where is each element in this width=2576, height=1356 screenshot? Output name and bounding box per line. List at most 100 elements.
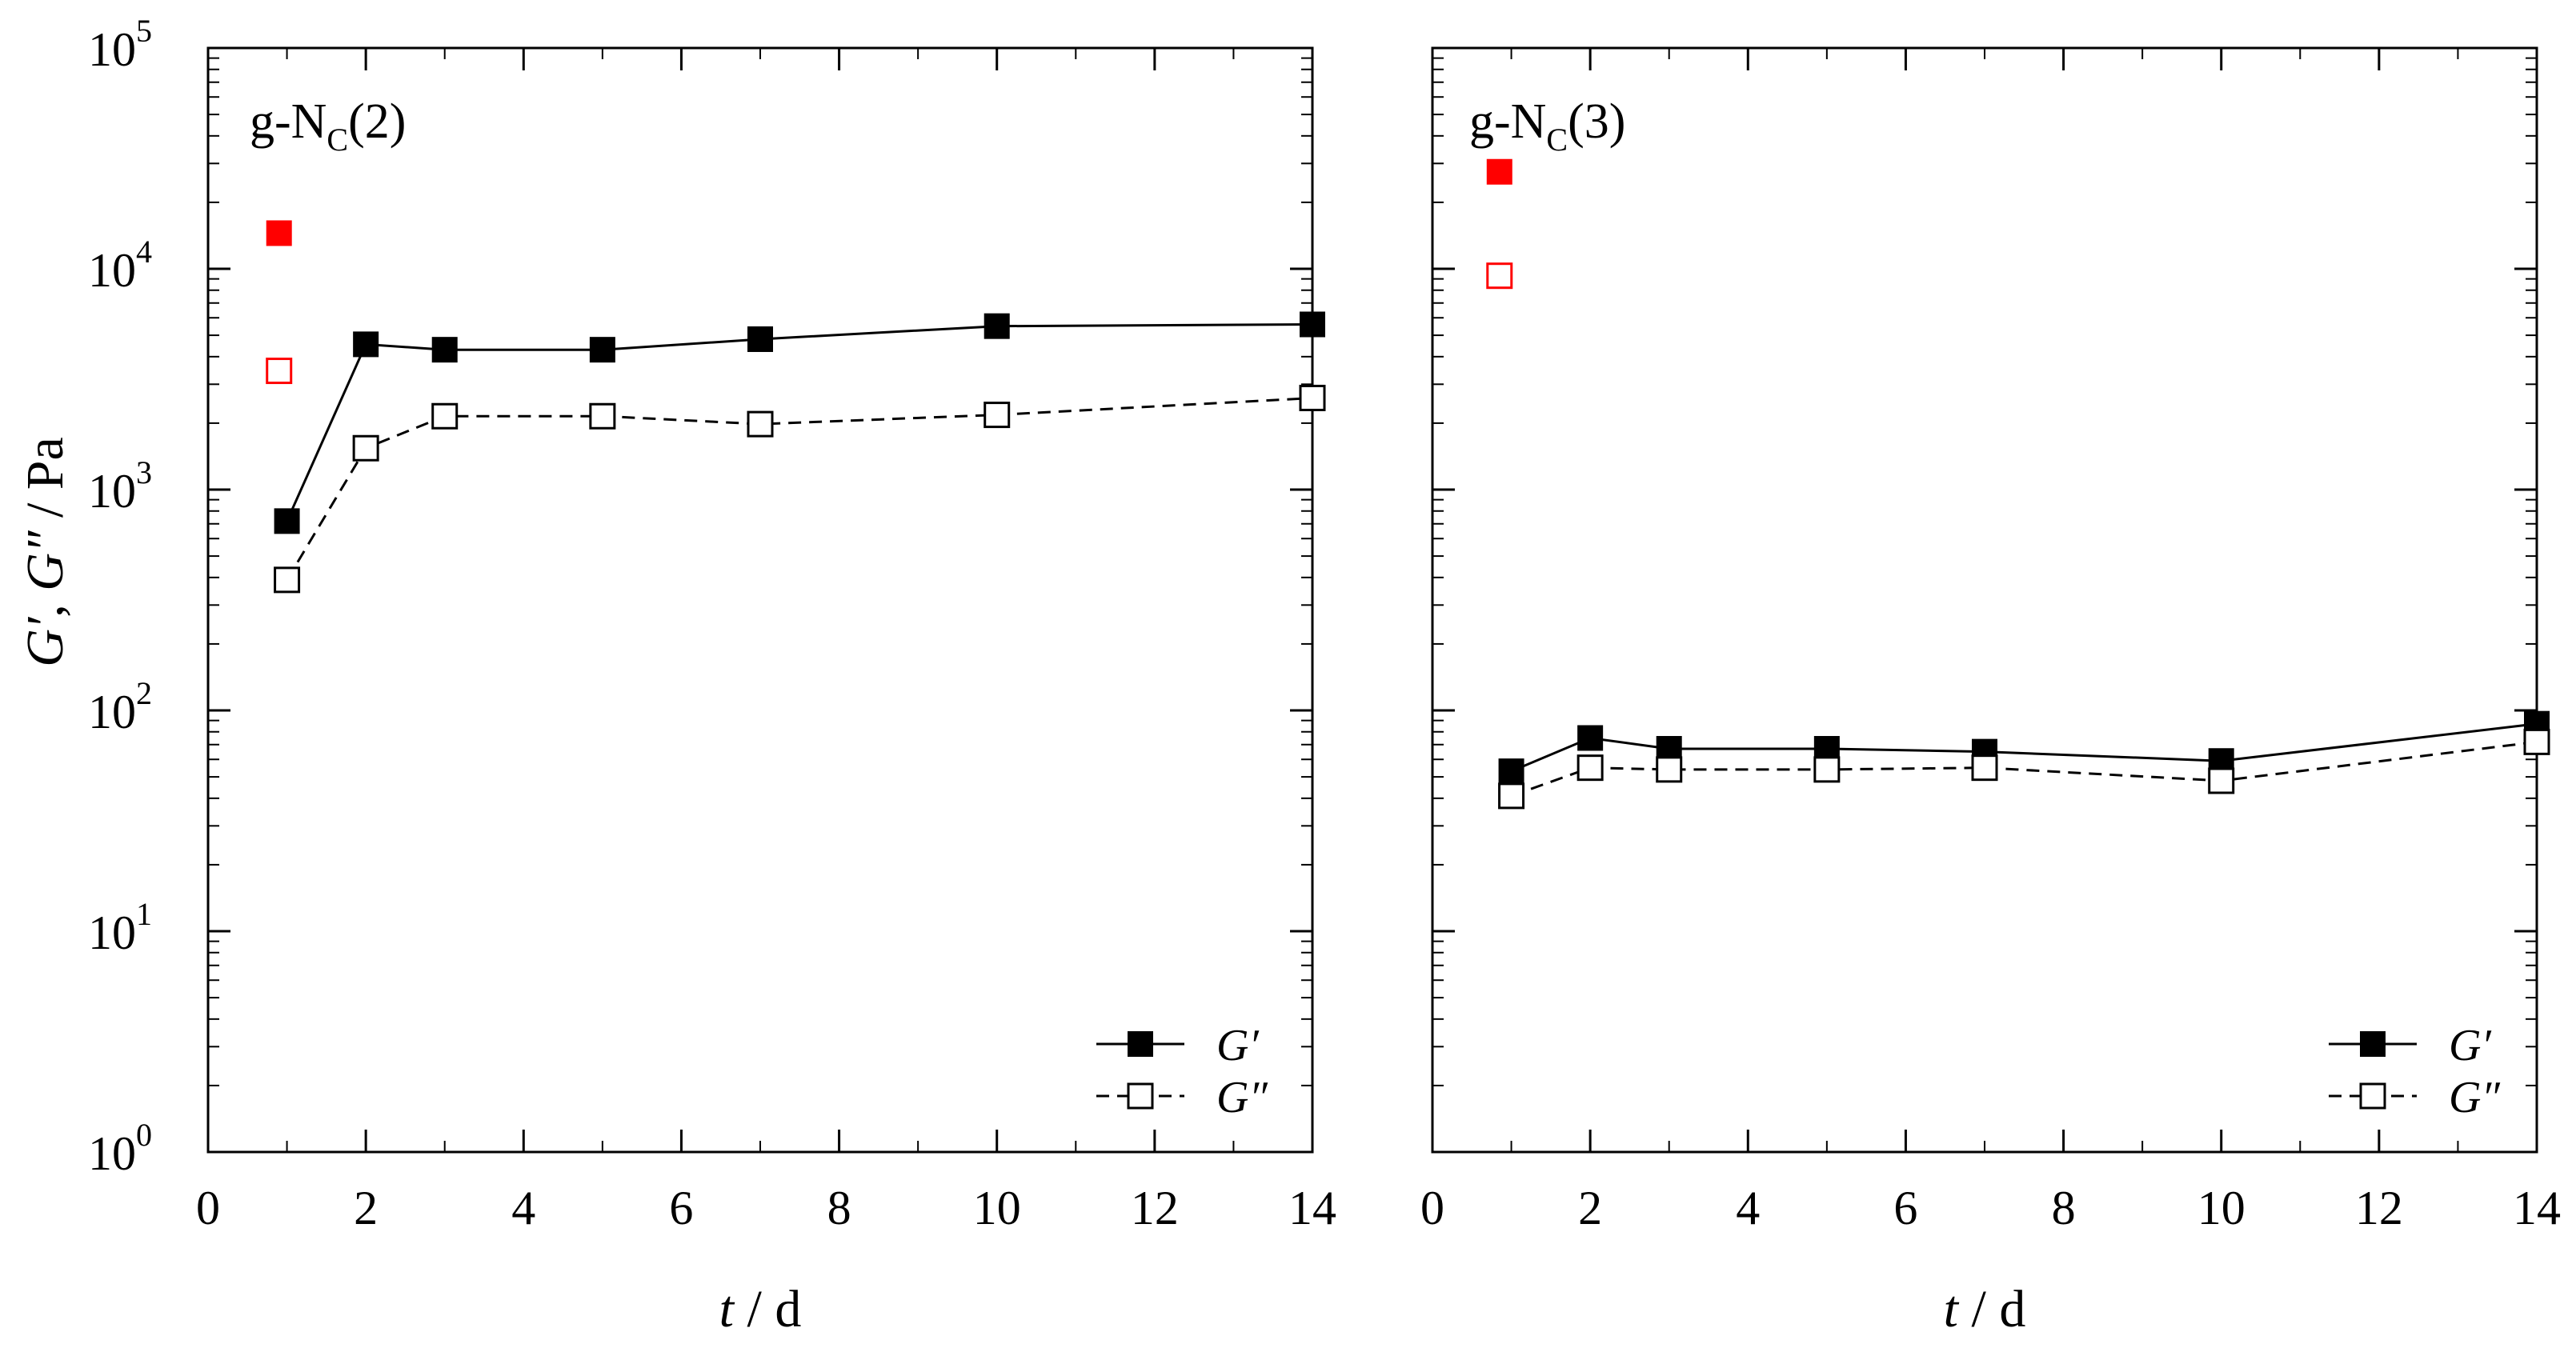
y-tick-label-base: 10	[88, 244, 136, 297]
panel-right: 0 2 4 6 8 10 12 14 g-NC(3) G′ G″	[1420, 46, 2561, 1234]
initial-point-gp-left	[266, 220, 292, 246]
x-tick-label-right: 14	[2513, 1182, 2561, 1234]
x-tick-label-right: 8	[2052, 1182, 2076, 1234]
y-tick-label-base: 10	[88, 23, 136, 76]
x-tick-label-left: 8	[827, 1182, 851, 1234]
panel-title-left-sub: C	[327, 122, 348, 158]
panel-title-right-base: g-N	[1469, 94, 1546, 149]
plot-frame-right	[1431, 46, 2538, 1154]
x-tick-label-left: 14	[1288, 1182, 1336, 1234]
x-tick-label-right: 10	[2197, 1182, 2245, 1234]
legend-label-gpp-right: G″	[2449, 1073, 2500, 1122]
y-axis-title-g2: G″	[16, 530, 74, 591]
initial-point-gpp-right	[1486, 262, 1513, 290]
legend-marker-gpp-left	[1127, 1082, 1154, 1110]
panel-title-left: g-NC(2)	[250, 94, 406, 158]
point-gpp-left	[274, 566, 301, 594]
y-tick-label-base: 10	[88, 906, 136, 959]
point-gpp-right	[1971, 754, 1998, 782]
x-tick-label-left: 4	[511, 1182, 535, 1234]
x-tick-label-left: 12	[1131, 1182, 1179, 1234]
point-gp-right	[1498, 758, 1524, 785]
x-tick-label-right: 12	[2355, 1182, 2403, 1234]
initial-point-gp-right	[1486, 158, 1512, 185]
x-ticks-left: 0 2 4 6 8 10 12 14	[196, 48, 1336, 1234]
legend-right: G′ G″	[2329, 1021, 2500, 1122]
y-tick-label-exp: 1	[136, 896, 152, 932]
y-tick-label-base: 10	[88, 1127, 136, 1180]
y-tick-label: 101	[88, 896, 152, 959]
y-tick-label-base: 10	[88, 465, 136, 518]
y-tick-label-exp: 4	[136, 234, 152, 270]
series-left	[266, 220, 1326, 594]
point-gp-left	[984, 313, 1010, 339]
legend-marker-gp-left	[1128, 1031, 1153, 1057]
x-tick-label-right: 6	[1893, 1182, 1917, 1234]
y-tick-label: 105	[88, 13, 152, 76]
panel-title-right-tail: (3)	[1568, 94, 1625, 149]
y-tick-label-base: 10	[88, 686, 136, 738]
x-tick-label-left: 10	[973, 1182, 1021, 1234]
x-axis-title-right-unit: / d	[1958, 1280, 2025, 1338]
legend-label-gpp-left: G″	[1216, 1073, 1268, 1122]
point-gp-left	[747, 326, 773, 352]
legend-label-gp-left: G′	[1216, 1021, 1259, 1070]
point-gpp-left	[747, 410, 774, 438]
legend-marker-gpp-right	[2359, 1082, 2386, 1110]
panel-title-right-sub: C	[1546, 122, 1568, 158]
y-tick-label: 102	[88, 675, 152, 738]
x-tick-label-left: 0	[196, 1182, 220, 1234]
x-tick-label-right: 4	[1736, 1182, 1760, 1234]
point-gp-left	[1300, 311, 1325, 338]
point-gpp-right	[2523, 728, 2550, 755]
point-gp-left	[353, 331, 379, 358]
point-gpp-left	[352, 434, 379, 462]
x-ticks-right: 0 2 4 6 8 10 12 14	[1420, 48, 2561, 1234]
y-tick-label: 103	[88, 454, 152, 518]
x-axis-title-left-t: t	[719, 1280, 735, 1338]
panel-title-left-tail: (2)	[348, 94, 406, 149]
legend-label-gp-right: G′	[2449, 1021, 2491, 1070]
legend-left: G′ G″	[1096, 1021, 1268, 1122]
x-axis-title-right: t / d	[1944, 1280, 2026, 1338]
x-tick-label-right: 0	[1420, 1182, 1444, 1234]
point-gpp-right	[1576, 754, 1604, 782]
legend-marker-gp-right	[2360, 1031, 2386, 1057]
point-gp-left	[274, 508, 300, 534]
x-axis-title-left: t / d	[719, 1280, 802, 1338]
y-tick-label-exp: 0	[136, 1117, 152, 1153]
plot-frame-left	[206, 46, 1314, 1154]
y-axis-title-sep: ,	[16, 591, 74, 618]
y-tick-label-exp: 5	[136, 13, 152, 49]
panel-title-left-base: g-N	[250, 94, 327, 149]
x-tick-label-left: 2	[354, 1182, 378, 1234]
y-tick-label-exp: 2	[136, 675, 152, 711]
point-gpp-right	[1498, 782, 1525, 810]
series-right	[1486, 158, 2550, 810]
x-axis-title-right-t: t	[1944, 1280, 1960, 1338]
y-axis-title-unit: / Pa	[16, 437, 74, 530]
point-gpp-left	[1299, 384, 1326, 411]
y-axis-title-g1: G′	[16, 616, 74, 667]
panel-title-right: g-NC(3)	[1469, 94, 1625, 158]
y-tick-label: 104	[88, 234, 152, 297]
point-gpp-right	[2208, 767, 2235, 794]
point-gp-left	[589, 337, 615, 363]
point-gpp-left	[431, 402, 459, 430]
x-axis-title-left-unit: / d	[734, 1280, 801, 1338]
initial-point-gpp-left	[266, 358, 293, 385]
y-tick-label-exp: 3	[136, 454, 152, 490]
y-ticks-right	[1432, 46, 2537, 1154]
y-axis-title: G′, G″ / Pa	[16, 437, 74, 667]
x-tick-label-right: 2	[1578, 1182, 1602, 1234]
point-gp-right	[1577, 725, 1604, 751]
point-gpp-right	[1656, 756, 1683, 783]
point-gpp-right	[1813, 756, 1841, 783]
x-tick-label-left: 6	[669, 1182, 693, 1234]
point-gpp-left	[589, 402, 616, 430]
y-tick-label: 100	[88, 1117, 152, 1180]
point-gp-left	[431, 337, 458, 363]
